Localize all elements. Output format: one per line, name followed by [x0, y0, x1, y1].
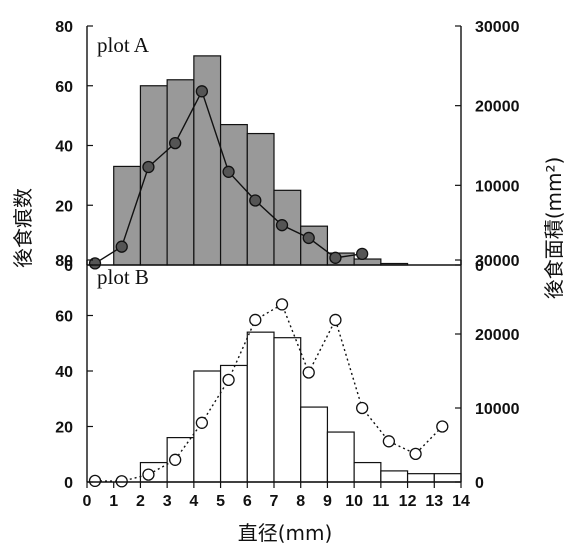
area-series-point [142, 468, 155, 481]
histogram-bar [273, 337, 302, 483]
left-tick-label: 80 [55, 253, 73, 270]
x-tick-label: 9 [323, 493, 332, 510]
x-tick-label: 13 [425, 493, 443, 510]
x-tick-label: 12 [399, 493, 417, 510]
area-series-point [409, 447, 422, 461]
area-series-point [356, 401, 369, 415]
area-series-point [249, 313, 262, 327]
histogram-bar [380, 470, 409, 483]
area-series-point [275, 298, 289, 311]
right-tick-label: 10000 [475, 178, 520, 195]
panel-label: plot B [97, 265, 149, 289]
area-series-point [195, 416, 209, 429]
left-tick-label: 60 [55, 79, 73, 96]
area-series-point [222, 373, 235, 387]
histogram-bar [139, 85, 168, 266]
area-series-point [222, 165, 235, 178]
histogram-bar [246, 331, 275, 483]
left-tick-label: 80 [55, 19, 73, 36]
x-axis-title: 直径(mm) [238, 521, 333, 545]
area-series-point [329, 251, 342, 264]
right-tick-label: 0 [475, 475, 484, 492]
area-series-point [195, 85, 209, 98]
panel-label: plot A [97, 33, 150, 57]
left-tick-label: 0 [64, 258, 73, 275]
area-series-point [382, 435, 396, 448]
right-tick-label: 20000 [475, 327, 520, 344]
histogram-bar [433, 473, 462, 483]
histogram-bar [300, 225, 329, 266]
x-tick-label: 1 [109, 493, 118, 510]
area-series-point [249, 194, 262, 207]
x-tick-label: 0 [83, 493, 92, 510]
x-tick-label: 7 [270, 493, 279, 510]
x-tick-label: 11 [372, 493, 389, 510]
histogram-bar [300, 406, 329, 483]
x-tick-label: 4 [189, 493, 198, 510]
left-tick-label: 60 [55, 309, 73, 326]
area-series-point [275, 219, 289, 232]
area-series-point [142, 160, 155, 174]
area-series-point [169, 453, 182, 466]
left-tick-label: 0 [64, 475, 73, 492]
right-tick-label: 20000 [475, 99, 520, 116]
right-tick-label: 30000 [475, 19, 520, 36]
area-series-point [356, 247, 369, 260]
area-series-point [115, 475, 128, 488]
y-left-axis-title: 後食痕数 [11, 188, 35, 268]
area-series-point [88, 257, 102, 270]
left-tick-label: 20 [55, 420, 73, 437]
area-series-point [169, 136, 182, 150]
y-right-axis-title: 後食面積(mm²) [542, 157, 566, 300]
left-tick-label: 20 [55, 198, 73, 215]
area-series-point [302, 366, 315, 379]
histogram-bar [406, 473, 435, 483]
right-tick-label: 30000 [475, 253, 520, 270]
area-series-point [302, 231, 315, 245]
histogram-bar [353, 461, 382, 483]
right-tick-label: 0 [475, 258, 484, 275]
x-tick-label: 6 [243, 493, 252, 510]
x-tick-label: 8 [296, 493, 305, 510]
area-series-point [88, 474, 102, 488]
area-series-point [329, 313, 342, 327]
histogram-bar [219, 123, 248, 266]
x-tick-label: 5 [216, 493, 225, 510]
area-series-point [436, 420, 449, 433]
histogram-bar [166, 79, 195, 266]
left-tick-label: 40 [55, 364, 73, 381]
histogram-bar [353, 258, 382, 266]
histogram-bar [326, 431, 355, 483]
right-tick-label: 10000 [475, 401, 520, 418]
x-axis: 0 1 2 3 4 5 6 7 8 9 10 11 12 13 14 [83, 482, 470, 510]
x-tick-label: 3 [163, 493, 172, 510]
x-tick-label: 10 [345, 493, 363, 510]
left-tick-label: 40 [55, 139, 73, 156]
x-tick-label: 14 [452, 493, 470, 510]
area-series-point [115, 240, 128, 253]
x-tick-label: 2 [136, 493, 145, 510]
